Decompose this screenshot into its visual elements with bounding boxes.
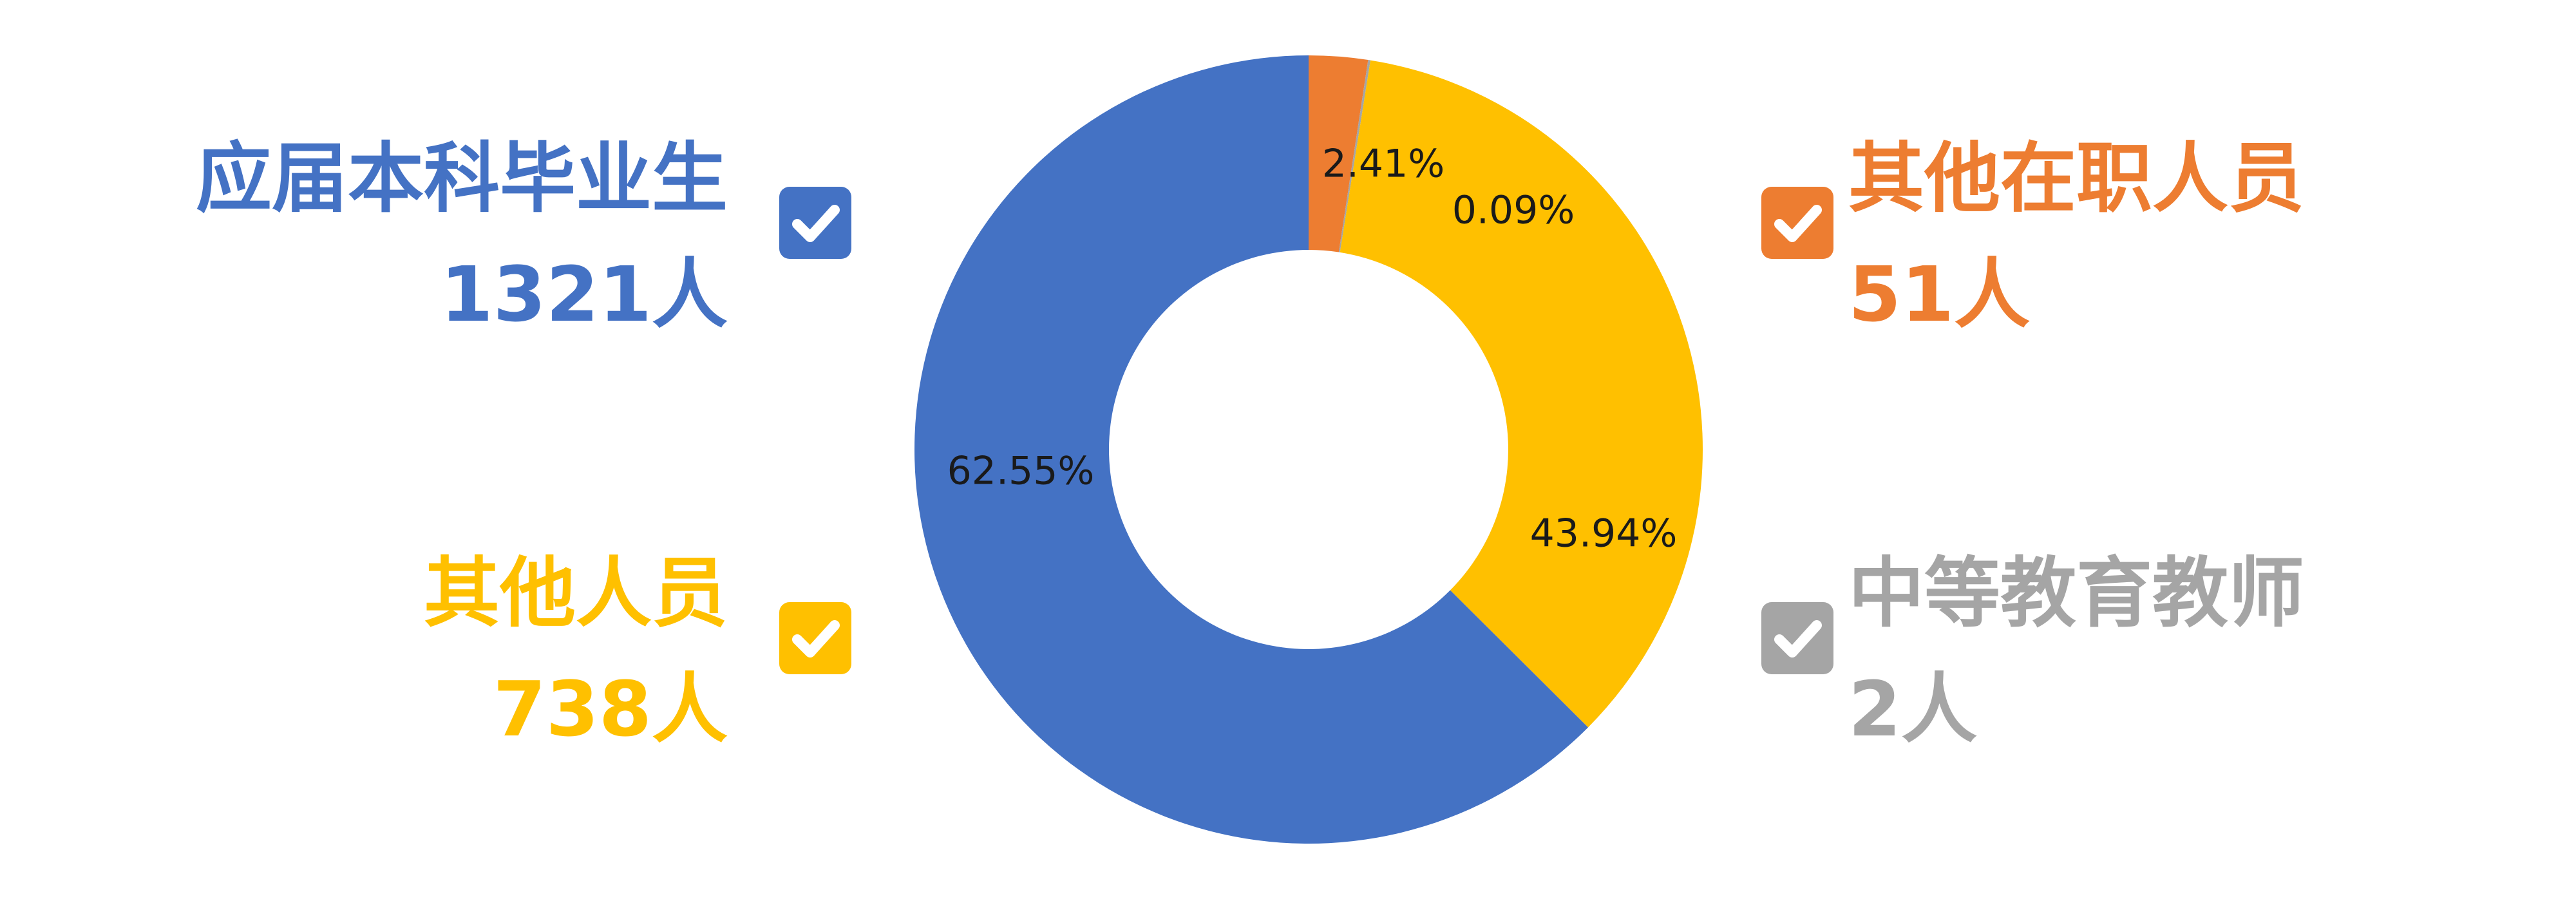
legend-item-others: 其他人员 738人 [424, 555, 728, 747]
legend-label: 中等教育教师 [1848, 549, 2305, 638]
donut-slice [1309, 55, 1368, 252]
legend-label: 应届本科毕业生 [195, 134, 728, 223]
checkmark-box-icon [1761, 187, 1833, 259]
donut-slice [914, 55, 1589, 844]
checkmark-box-icon [779, 187, 851, 259]
legend-item-graduates: 应届本科毕业生 1321人 [196, 140, 728, 332]
checkmark-box-icon [1761, 602, 1833, 674]
legend-label: 其他在职人员 [1848, 134, 2305, 223]
percent-data-label: 62.55% [947, 449, 1095, 494]
legend-item-secondary-teachers: 中等教育教师 2人 [1848, 555, 2304, 747]
percent-data-label: 2.41% [1322, 142, 1445, 187]
legend-label: 其他人员 [423, 549, 728, 638]
donut-slice [1340, 60, 1703, 728]
legend-count: 1321人 [440, 250, 728, 339]
checkmark-box-icon [779, 602, 851, 674]
legend-count: 2人 [1848, 665, 1978, 753]
donut-slice [1338, 60, 1371, 252]
percent-data-label: 0.09% [1452, 188, 1575, 233]
legend-count: 51人 [1848, 250, 2031, 339]
legend-count: 738人 [493, 665, 728, 753]
legend-item-other-staff: 其他在职人员 51人 [1848, 140, 2304, 332]
percent-data-label: 43.94% [1530, 511, 1678, 556]
